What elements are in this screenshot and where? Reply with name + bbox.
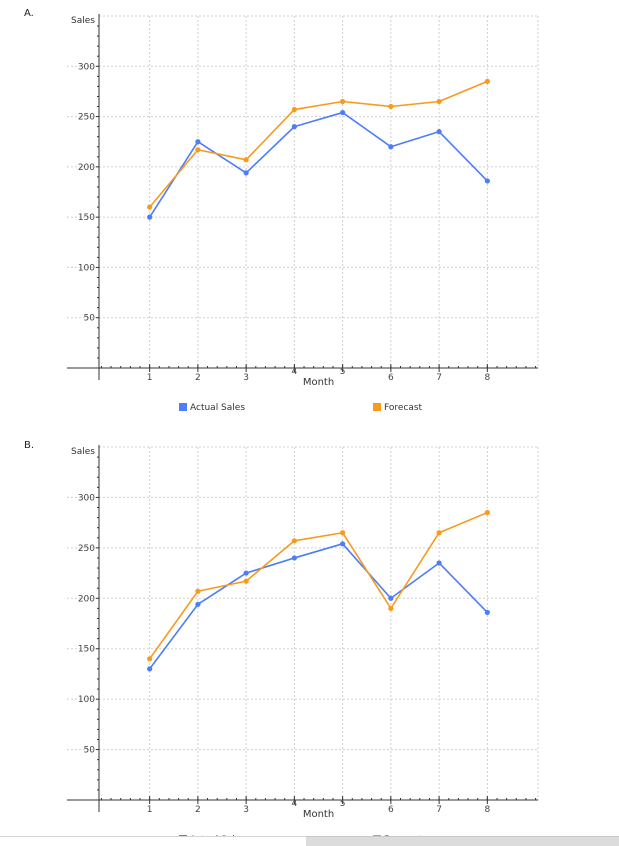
series-line-actual (148, 111, 488, 218)
data-point-forecast (195, 588, 201, 594)
data-point-actual (340, 541, 346, 547)
data-point-forecast (147, 204, 153, 210)
x-tick-label: 5 (340, 799, 346, 809)
x-tick-label: 1 (147, 805, 153, 815)
series-line-actual (149, 543, 488, 670)
data-point-actual (147, 666, 153, 672)
data-point-forecast (340, 530, 346, 536)
y-tick-label: 300 (78, 493, 95, 503)
panel-label: A. (24, 8, 34, 19)
data-point-forecast (147, 656, 153, 662)
data-point-actual (291, 555, 297, 561)
data-point-actual (243, 570, 249, 576)
x-tick-label: 4 (292, 799, 298, 809)
x-tick-label: 3 (243, 805, 249, 815)
data-point-forecast (340, 98, 346, 105)
data-point-actual (195, 601, 201, 607)
legend-label-forecast: Forecast (384, 403, 423, 413)
data-point-forecast (291, 538, 297, 544)
legend: Actual Sales Forecast (179, 403, 423, 413)
data-point-actual (243, 170, 249, 176)
x-tick-label: 1 (147, 373, 153, 383)
x-tick-label: 2 (195, 373, 201, 383)
data-point-forecast (388, 103, 394, 110)
x-tick-label: 4 (292, 367, 298, 377)
y-axis-title: Sales (71, 16, 95, 26)
y-tick-label: 100 (78, 695, 95, 705)
x-tick-label: 8 (484, 805, 490, 815)
data-point-forecast (195, 147, 201, 153)
x-tick-label: 8 (484, 373, 490, 383)
data-point-actual (291, 124, 297, 130)
y-tick-label: 150 (78, 213, 95, 223)
data-point-forecast (243, 157, 249, 163)
y-tick-label: 300 (78, 62, 95, 72)
y-tick-label: 50 (84, 746, 96, 756)
y-tick-label: 200 (78, 163, 95, 173)
x-tick-label: 6 (388, 805, 394, 815)
y-tick-label: 100 (78, 263, 95, 273)
bottom-strip-left (0, 836, 306, 846)
panel-label: B. (24, 440, 34, 451)
x-tick-label: 5 (340, 367, 346, 377)
data-point-forecast (436, 530, 442, 536)
data-point-forecast (436, 98, 442, 105)
legend-label-actual: Actual Sales (190, 403, 245, 413)
data-point-actual (484, 609, 490, 616)
x-tick-label: 6 (388, 373, 394, 383)
series-line-forecast (149, 511, 488, 660)
x-axis-title: Month (303, 809, 334, 820)
series-line-forecast (149, 80, 488, 208)
data-point-actual (436, 560, 442, 566)
x-tick-label: 7 (436, 805, 442, 815)
y-axis-title: Sales (71, 447, 95, 457)
x-axis-title: Month (303, 377, 334, 388)
y-tick-label: 200 (78, 594, 95, 604)
chart-panel-a: A. 50 100 150 200 250 300 1 2 3 4 5 6 7 8 Sales Month Act… (24, 8, 539, 413)
y-tick-label: 250 (78, 113, 95, 123)
bottom-scroll-strip (0, 836, 619, 846)
data-point-forecast (291, 106, 297, 113)
x-tick-label: 2 (195, 805, 201, 815)
bottom-strip-right (306, 836, 619, 846)
data-point-actual (436, 129, 442, 135)
data-point-actual (484, 178, 490, 184)
y-tick-label: 250 (78, 544, 95, 554)
x-tick-label: 7 (436, 373, 442, 383)
data-point-forecast (388, 605, 394, 611)
data-point-actual (195, 139, 201, 145)
data-point-actual (147, 214, 153, 220)
y-tick-label: 50 (84, 314, 96, 324)
legend-swatch-actual (179, 403, 187, 411)
data-point-actual (388, 595, 394, 601)
data-point-actual (340, 109, 346, 116)
data-point-actual (388, 144, 394, 150)
chart-panel-b: B.5010015020025030012345678SalesMonthAct… (24, 440, 539, 845)
y-tick-label: 150 (78, 645, 95, 655)
data-point-forecast (243, 578, 249, 584)
x-tick-label: 3 (243, 373, 249, 383)
data-point-forecast (484, 509, 490, 516)
legend-swatch-forecast (373, 403, 381, 411)
data-point-forecast (484, 78, 490, 84)
